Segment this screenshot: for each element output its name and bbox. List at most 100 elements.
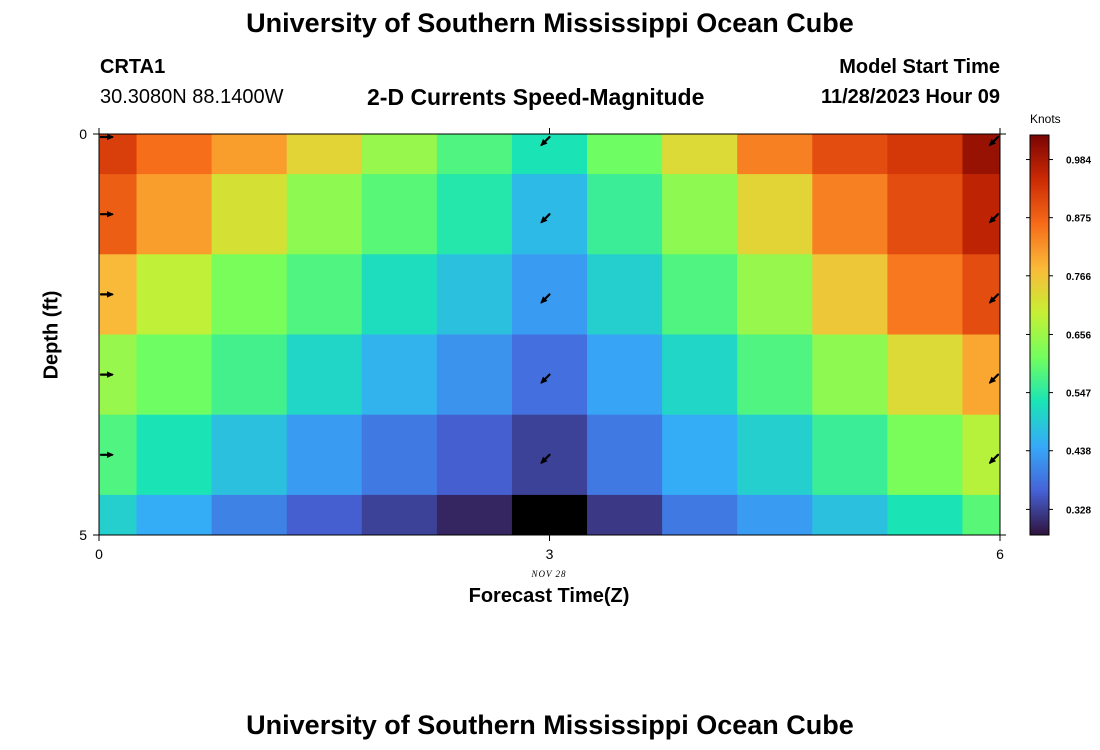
heatmap-cell bbox=[962, 254, 1001, 335]
current-vector-arrowhead bbox=[988, 138, 997, 147]
x-axis-label: Forecast Time(Z) bbox=[468, 585, 630, 607]
y-tick-label: 0 bbox=[79, 126, 87, 142]
heatmap-cell bbox=[812, 334, 888, 416]
heatmap-cell bbox=[211, 494, 288, 536]
heatmap-cell bbox=[436, 494, 513, 536]
colorbar bbox=[1029, 134, 1050, 536]
heatmap-cell bbox=[887, 334, 963, 416]
current-vector-arrowhead bbox=[988, 216, 997, 224]
x-tick-label: 0 bbox=[95, 546, 103, 562]
current-vector-arrowhead bbox=[107, 133, 114, 141]
heatmap-cell bbox=[136, 414, 213, 496]
heatmap-cell bbox=[436, 134, 513, 175]
colorbar-tick-label: 0.547 bbox=[1066, 389, 1091, 400]
heatmap-cell bbox=[211, 254, 288, 335]
heatmap-cell bbox=[436, 414, 513, 496]
heatmap-cell bbox=[737, 414, 813, 496]
y-axis-label: Depth (ft) bbox=[40, 290, 63, 380]
heatmap-cell bbox=[587, 254, 663, 335]
heatmap-cell bbox=[99, 494, 138, 536]
x-tick-label: 6 bbox=[996, 546, 1004, 562]
heatmap-cell bbox=[211, 334, 288, 416]
station-coords: 30.3080N 88.1400W bbox=[100, 86, 284, 108]
heatmap-cell bbox=[361, 254, 438, 335]
current-vector-arrowhead bbox=[540, 296, 548, 304]
current-vector-arrowhead bbox=[540, 376, 548, 384]
heatmap-cell bbox=[662, 414, 738, 496]
heatmap-cell bbox=[737, 254, 813, 335]
heatmap-cell bbox=[436, 334, 513, 416]
heatmap-cell bbox=[962, 334, 1001, 416]
current-vector-arrowhead bbox=[540, 216, 548, 224]
heatmap-cell bbox=[211, 414, 288, 496]
model-start-label: Model Start Time bbox=[839, 56, 1000, 78]
heatmap-cell bbox=[662, 334, 738, 416]
current-vector-arrowhead bbox=[540, 456, 548, 464]
heatmap-cell bbox=[286, 254, 363, 335]
colorbar-tick-label: 0.766 bbox=[1066, 272, 1091, 283]
heatmap-cell bbox=[887, 494, 963, 536]
heatmap-cell bbox=[962, 494, 1001, 536]
chart-subtitle: 2-D Currents Speed-Magnitude bbox=[367, 84, 705, 110]
heatmap-cell bbox=[662, 134, 738, 175]
x-tick-label: 3 bbox=[546, 546, 554, 562]
heatmap-cell bbox=[361, 334, 438, 416]
heatmap-cell bbox=[587, 134, 663, 175]
heatmap-cell bbox=[286, 134, 363, 175]
heatmap-cell bbox=[587, 174, 663, 255]
heatmap-cell bbox=[286, 334, 363, 416]
heatmap-cell bbox=[662, 494, 738, 536]
station-id: CRTA1 bbox=[100, 56, 166, 78]
heatmap-cell bbox=[887, 254, 963, 335]
heatmap-cell bbox=[436, 254, 513, 335]
heatmap-cell bbox=[812, 174, 888, 255]
page-title: University of Southern Mississippi Ocean… bbox=[246, 8, 854, 38]
heatmap-cell bbox=[737, 134, 813, 175]
current-vector-arrowhead bbox=[540, 138, 548, 147]
heatmap-cell bbox=[587, 414, 663, 496]
current-vector-arrowhead bbox=[988, 296, 997, 304]
current-vector-arrowhead bbox=[107, 451, 114, 458]
heatmap-cell bbox=[361, 414, 438, 496]
heatmap-cell bbox=[737, 174, 813, 255]
colorbar-tick-label: 0.438 bbox=[1066, 447, 1091, 458]
heatmap-cell bbox=[737, 494, 813, 536]
heatmap-cell bbox=[812, 254, 888, 335]
heatmap-cell bbox=[211, 174, 288, 255]
model-start-value: 11/28/2023 Hour 09 bbox=[820, 86, 1000, 108]
y-tick-label: 5 bbox=[79, 527, 87, 543]
heatmap-cell bbox=[436, 174, 513, 255]
heatmap-cell bbox=[211, 134, 288, 175]
x-axis-date-label: NOV 28 bbox=[531, 569, 567, 579]
heatmap-cell bbox=[136, 334, 213, 416]
heatmap-cell bbox=[286, 494, 363, 536]
heatmap-cell bbox=[737, 334, 813, 416]
current-vector-arrowhead bbox=[988, 376, 997, 384]
heatmap-cell bbox=[662, 254, 738, 335]
colorbar-tick-label: 0.328 bbox=[1066, 505, 1091, 516]
current-vector-arrowhead bbox=[107, 211, 114, 218]
current-vector-arrowhead bbox=[107, 371, 114, 378]
heatmap-cell bbox=[136, 134, 213, 175]
colorbar-tick-label: 0.984 bbox=[1066, 156, 1091, 167]
heatmap-cell bbox=[812, 134, 888, 175]
heatmap-cell bbox=[511, 134, 588, 175]
heatmap-cell bbox=[587, 334, 663, 416]
heatmap-cell bbox=[812, 494, 888, 536]
heatmap-cell bbox=[511, 494, 588, 536]
colorbar-tick-label: 0.656 bbox=[1066, 330, 1091, 341]
heatmap-cell bbox=[662, 174, 738, 255]
heatmap-cell bbox=[99, 134, 138, 175]
heatmap-cell bbox=[887, 414, 963, 496]
heatmap-cell bbox=[136, 174, 213, 255]
heatmap-cell bbox=[887, 174, 963, 255]
heatmap-cell bbox=[361, 494, 438, 536]
heatmap-cell bbox=[136, 254, 213, 335]
heatmap-cell bbox=[962, 174, 1001, 255]
current-vector-arrowhead bbox=[988, 456, 997, 464]
colorbar-tick-label: 0.875 bbox=[1066, 214, 1091, 225]
heatmap-cell bbox=[887, 134, 963, 175]
current-vector-arrowhead bbox=[107, 291, 114, 298]
heatmap-cell bbox=[587, 494, 663, 536]
